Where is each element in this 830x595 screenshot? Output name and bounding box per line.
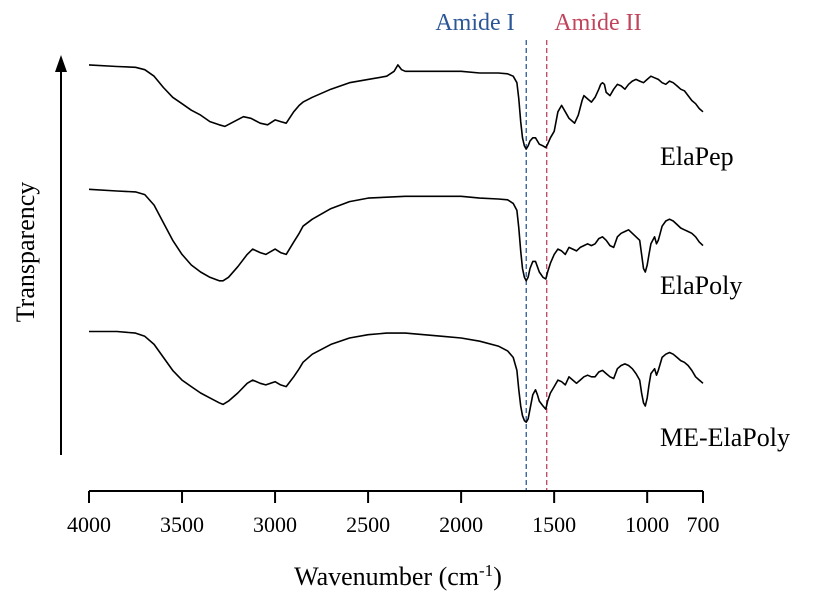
x-axis-ticks: 4000 3500 3000 2500 2000 1500 1000 700 <box>67 491 720 537</box>
amide-1-label: Amide I <box>435 10 514 36</box>
series-label-elapoly: ElaPoly <box>660 271 742 300</box>
annotation-lines <box>525 40 548 491</box>
series-line-elapoly <box>88 188 704 282</box>
x-tick-label-3000: 3000 <box>253 512 297 537</box>
amide-2-label: Amide II <box>554 10 641 36</box>
series-line-elapep <box>88 64 704 150</box>
x-axis-label-sup: -1 <box>479 561 493 580</box>
x-axis-label: Wavenumber (cm-1) <box>294 561 502 591</box>
x-tick-label-2500: 2500 <box>346 512 390 537</box>
x-axis-label-main: Wavenumber (cm <box>294 562 479 591</box>
x-tick-label-700: 700 <box>687 512 720 537</box>
x-tick-label-1500: 1500 <box>532 512 576 537</box>
x-tick-label-2000: 2000 <box>439 512 483 537</box>
series-line-me-elapoly <box>89 330 704 423</box>
series-label-me-elapoly: ME-ElaPoly <box>660 423 790 452</box>
x-tick-label-3500: 3500 <box>160 512 204 537</box>
y-axis-label: Transparency <box>11 182 40 323</box>
series-layer <box>88 64 704 423</box>
x-axis-label-suffix: ) <box>493 562 502 591</box>
series-labels: ElaPep ElaPoly ME-ElaPoly <box>660 142 790 452</box>
x-tick-label-1000: 1000 <box>625 512 669 537</box>
y-axis-arrow <box>55 55 67 455</box>
series-label-elapep: ElaPep <box>660 142 734 171</box>
x-tick-label-4000: 4000 <box>67 512 111 537</box>
